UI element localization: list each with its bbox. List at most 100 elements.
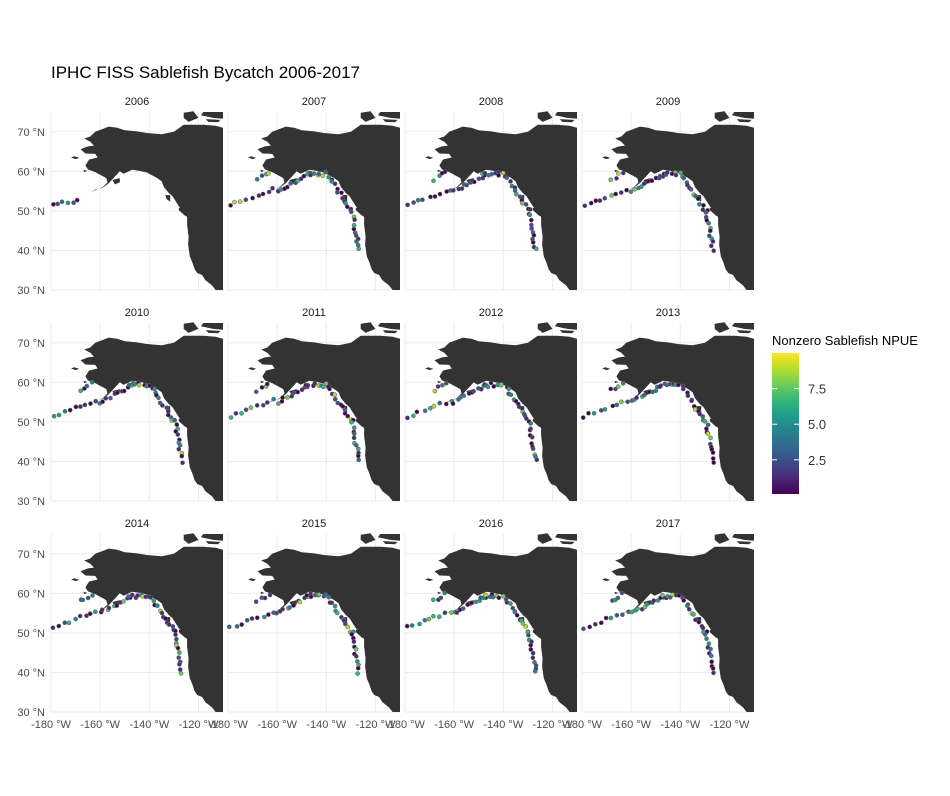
station-point (126, 594, 131, 599)
island (83, 591, 88, 595)
island (183, 111, 199, 122)
station-point (254, 403, 260, 408)
station-point (259, 385, 265, 390)
station-point (243, 197, 249, 202)
island (532, 629, 544, 640)
station-point (316, 171, 322, 177)
island (355, 207, 367, 218)
x-tick-label: -180 °W (31, 719, 71, 731)
station-point (710, 239, 716, 244)
station-point (697, 202, 702, 207)
station-point (500, 170, 506, 176)
station-point (334, 610, 340, 616)
station-point (508, 179, 513, 184)
station-point (351, 639, 357, 644)
station-point (706, 233, 712, 239)
island (554, 534, 577, 541)
station-point (260, 191, 266, 197)
station-point (59, 199, 65, 205)
island (736, 541, 752, 545)
x-tick-label: -180 °W (385, 719, 425, 731)
station-point (532, 668, 538, 674)
island (355, 418, 367, 429)
station-point (508, 601, 513, 606)
station-point (530, 240, 536, 245)
station-point (78, 388, 83, 394)
station-point (514, 612, 520, 618)
facet-label: 2011 (302, 307, 326, 319)
facet-panel-2013: 2013 (580, 307, 754, 502)
station-point (431, 178, 436, 184)
legend-tick-label: 5.0 (808, 417, 826, 432)
station-point (108, 395, 113, 401)
station-point (239, 411, 244, 416)
station-point (414, 409, 420, 415)
station-point (701, 203, 706, 208)
y-tick-label: 40 °N (17, 245, 45, 257)
station-point (708, 646, 713, 652)
station-point (340, 404, 346, 409)
station-point (610, 403, 616, 409)
station-point (427, 405, 433, 411)
station-point (304, 593, 310, 598)
island (165, 195, 171, 202)
station-point (260, 402, 266, 408)
station-point (709, 659, 715, 665)
station-point (705, 422, 711, 428)
facet-panel-2012: 2012 (404, 307, 577, 502)
station-point (641, 392, 647, 398)
station-point (351, 435, 357, 441)
station-point (409, 623, 415, 628)
legend-ticks: 2.5 5.0 7.5 (772, 382, 826, 468)
island (178, 207, 190, 218)
land-mass (257, 124, 400, 290)
station-point (411, 200, 416, 205)
station-point (660, 592, 665, 598)
station-point (354, 239, 359, 244)
station-point (685, 393, 691, 399)
station-point (349, 631, 355, 637)
y-tick-label: 70 °N (17, 127, 45, 139)
x-tick-label: -180 °W (562, 719, 602, 731)
station-point (177, 667, 183, 672)
station-point (126, 382, 132, 388)
station-point (136, 382, 142, 388)
land-mass (257, 335, 400, 501)
station-point (159, 610, 165, 616)
land-mass (611, 124, 754, 290)
y-tick-label: 30 °N (17, 707, 45, 719)
station-point (93, 609, 98, 615)
station-point (332, 392, 338, 398)
land-mass (434, 335, 577, 501)
station-point (305, 382, 311, 388)
x-tick-label: -140 °W (129, 719, 169, 731)
island (614, 169, 619, 173)
land-mass (80, 546, 223, 712)
island (537, 533, 553, 544)
facet-panel-2014: 2014 30 °N 40 °N 50 °N 60 °N 70 °N -180 °W -160… (17, 518, 223, 731)
station-point (404, 623, 410, 629)
island (205, 330, 221, 334)
station-point (437, 191, 443, 197)
island (382, 330, 398, 334)
station-point (56, 412, 62, 418)
station-point (329, 179, 335, 184)
station-point (711, 460, 717, 465)
facet-label: 2014 (125, 518, 149, 530)
y-tick-label: 50 °N (17, 206, 45, 218)
y-tick-label: 60 °N (17, 588, 45, 600)
island (248, 156, 257, 160)
station-point (284, 184, 290, 190)
station-point (598, 408, 604, 413)
x-tick-label: -140 °W (483, 719, 523, 731)
station-point (483, 592, 488, 598)
station-point (591, 410, 597, 416)
station-point (280, 395, 285, 400)
station-point (342, 411, 348, 416)
facet-label: 2013 (656, 307, 680, 319)
station-point (103, 395, 109, 401)
station-point (160, 403, 165, 408)
station-point (649, 178, 655, 183)
station-point (608, 177, 614, 183)
